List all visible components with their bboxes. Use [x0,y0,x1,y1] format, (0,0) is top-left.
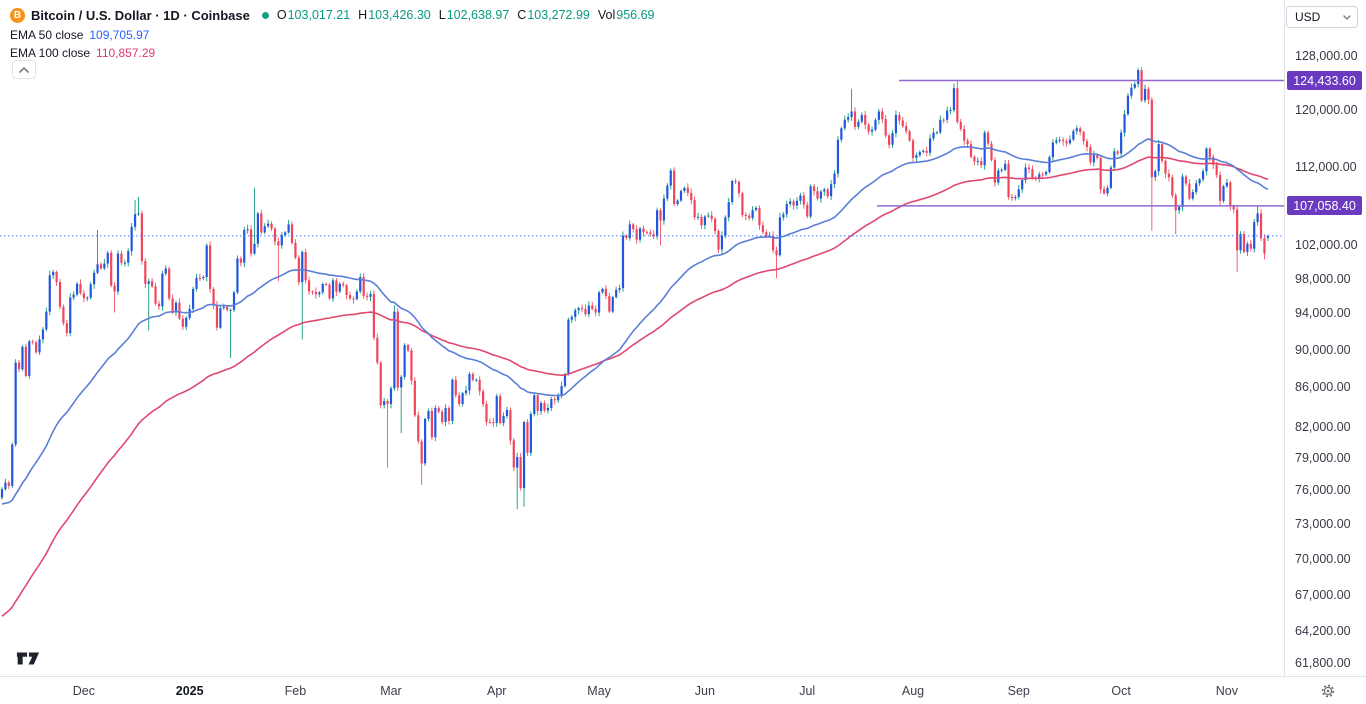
price-tick-label: 128,000.00 [1295,49,1358,63]
time-tick-label: Nov [1215,684,1239,698]
currency-label: USD [1295,10,1321,24]
price-tick-label: 82,000.00 [1295,420,1351,435]
ema100-line [1,156,1269,617]
price-tick-label: 102,000.00 [1295,238,1358,253]
symbol-title[interactable]: Bitcoin / U.S. Dollar · 1D · Coinbase [31,7,250,23]
price-level-badge: 107,058.40 [1287,196,1362,216]
price-tick-label: 61,800.00 [1295,655,1351,670]
ema100-legend[interactable]: EMA 100 close 110,857.29 [10,45,156,60]
price-tick-label: 76,000.00 [1295,483,1351,498]
price-chart-canvas[interactable] [0,0,1284,676]
ema100-value: 110,857.29 [96,45,156,60]
ema50-line [1,138,1269,505]
price-tick-label: 86,000.00 [1295,380,1351,395]
time-tick-label: Sep [1007,684,1030,698]
time-tick-label: Feb [284,684,307,698]
price-level-badge: 124,433.60 [1287,71,1362,91]
price-tick-label: 67,000.00 [1295,588,1351,603]
time-tick-label: Jul [799,684,816,698]
time-tick-label: Dec [72,684,95,698]
low-value: 102,638.97 [446,8,510,22]
time-tick-label: Apr [487,684,507,698]
time-tick-label: Aug [901,684,925,698]
tradingview-logo[interactable] [16,651,40,671]
collapse-legend-button[interactable] [12,60,36,79]
settings-gear-icon[interactable] [1320,683,1336,699]
price-tick-label: 112,000.00 [1295,160,1357,175]
close-value: 103,272.99 [527,8,590,22]
time-tick-label: Jun [694,684,715,698]
ema50-legend[interactable]: EMA 50 close 109,705.97 [10,27,150,42]
currency-dropdown[interactable]: USD [1286,6,1358,28]
market-status-dot [261,11,269,19]
time-tick-label: 2025 [175,684,204,698]
price-tick-label: 70,000.00 [1295,551,1351,566]
time-tick-label: Mar [380,684,402,698]
price-tick-label: 98,000.00 [1295,271,1351,286]
price-tick-label: 90,000.00 [1295,342,1351,357]
ohlc-values: O103,017.21 H103,426.30 L102,638.97 C103… [276,8,655,22]
price-tick-label: 94,000.00 [1295,306,1351,321]
symbol-legend: B Bitcoin / U.S. Dollar · 1D · Coinbase … [10,6,663,60]
time-tick-label: Oct [1111,684,1131,698]
open-value: 103,017.21 [287,8,351,22]
price-tick-label: 79,000.00 [1295,451,1351,466]
price-tick-label: 64,200.00 [1295,623,1351,638]
time-tick-label: May [587,684,611,698]
bitcoin-icon: B [10,7,25,23]
time-axis[interactable]: Dec 2025 Feb Mar Apr May Jun Jul Aug Sep Oct Nov [0,676,1366,704]
high-value: 103,426.30 [368,8,431,22]
ema50-value: 109,705.97 [89,27,150,42]
chart-pane[interactable] [0,0,1284,676]
price-tick-label: 73,000.00 [1295,516,1351,531]
chevron-up-icon [19,66,29,73]
price-tick-label: 120,000.00 [1295,102,1358,117]
price-axis[interactable]: 128,000.00 120,000.00 112,000.00 102,000.00… [1284,0,1366,676]
chevron-down-icon [1343,14,1351,20]
volume-value: 956.69 [616,8,655,22]
